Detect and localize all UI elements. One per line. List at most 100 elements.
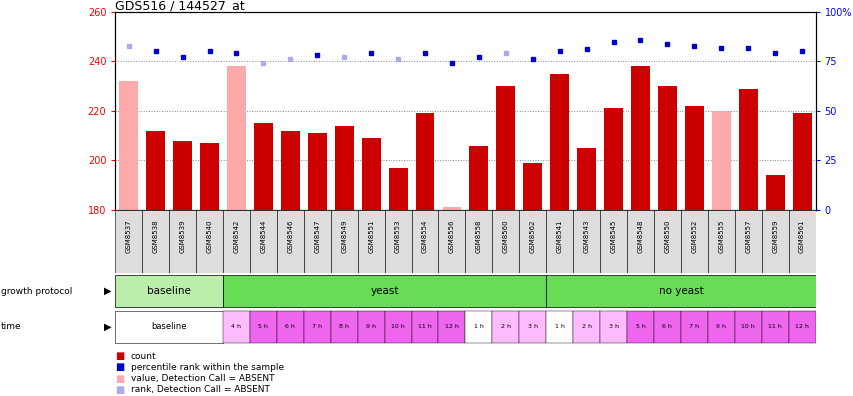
Text: 1 h: 1 h [554, 324, 564, 329]
Bar [115, 310, 223, 343]
Bar [626, 210, 653, 273]
Text: ■: ■ [115, 385, 125, 395]
Text: time: time [1, 322, 21, 331]
Text: GSM8538: GSM8538 [153, 219, 159, 253]
Bar [411, 310, 438, 343]
Text: GSM8555: GSM8555 [717, 219, 723, 253]
Text: 12 h: 12 h [444, 324, 458, 329]
Bar [250, 210, 276, 273]
Text: GSM8552: GSM8552 [691, 219, 697, 253]
Text: ■: ■ [115, 351, 125, 362]
Bar [223, 210, 250, 273]
Text: no yeast: no yeast [658, 286, 703, 296]
Text: GSM8545: GSM8545 [610, 219, 616, 253]
Bar [442, 208, 461, 210]
Text: 6 h: 6 h [285, 324, 295, 329]
Bar [572, 310, 600, 343]
Bar [308, 133, 327, 210]
Bar [787, 310, 815, 343]
Bar [734, 210, 761, 273]
Text: 10 h: 10 h [391, 324, 404, 329]
Bar [657, 86, 676, 210]
Text: 6 h: 6 h [662, 324, 671, 329]
Text: 1 h: 1 h [473, 324, 484, 329]
Text: GSM8558: GSM8558 [475, 219, 481, 253]
Bar [653, 310, 680, 343]
Text: 5 h: 5 h [635, 324, 645, 329]
Text: yeast: yeast [370, 286, 398, 296]
Bar [357, 310, 384, 343]
Text: 8 h: 8 h [339, 324, 349, 329]
Bar [630, 66, 649, 210]
Text: ▶: ▶ [103, 286, 111, 296]
Bar [546, 210, 572, 273]
Text: GSM8549: GSM8549 [341, 219, 347, 253]
Text: 2 h: 2 h [500, 324, 510, 329]
Bar [146, 131, 165, 210]
Text: GSM8554: GSM8554 [421, 219, 427, 253]
Bar [115, 275, 223, 307]
Text: 2 h: 2 h [581, 324, 591, 329]
Bar [519, 310, 546, 343]
Bar [200, 143, 218, 210]
Text: 12 h: 12 h [794, 324, 808, 329]
Bar [603, 109, 623, 210]
Text: GSM8541: GSM8541 [556, 219, 562, 253]
Text: GSM8551: GSM8551 [368, 219, 374, 253]
Bar [330, 310, 357, 343]
Bar [707, 310, 734, 343]
Text: value, Detection Call = ABSENT: value, Detection Call = ABSENT [131, 374, 274, 383]
Text: GSM8539: GSM8539 [179, 219, 185, 253]
Bar [334, 126, 353, 210]
Bar [415, 113, 434, 210]
Bar [304, 310, 330, 343]
Bar [600, 210, 626, 273]
Bar [469, 145, 488, 210]
Bar [357, 210, 384, 273]
Text: GSM8561: GSM8561 [798, 219, 804, 253]
Text: GSM8557: GSM8557 [745, 219, 751, 253]
Bar [549, 74, 568, 210]
Bar [680, 310, 707, 343]
Bar [253, 123, 273, 210]
Bar [792, 113, 810, 210]
Text: 11 h: 11 h [768, 324, 781, 329]
Bar [276, 210, 304, 273]
Bar [600, 310, 626, 343]
Bar [119, 81, 138, 210]
Text: GSM8547: GSM8547 [314, 219, 320, 253]
Bar [142, 210, 169, 273]
Text: GSM8548: GSM8548 [636, 219, 643, 253]
Bar [496, 86, 514, 210]
Bar [438, 210, 465, 273]
Bar [761, 210, 787, 273]
Text: GSM8540: GSM8540 [206, 219, 212, 253]
Text: GSM8553: GSM8553 [395, 219, 401, 253]
Bar [276, 310, 304, 343]
Bar [711, 111, 730, 210]
Bar [734, 310, 761, 343]
Bar [546, 310, 572, 343]
Text: 9 h: 9 h [366, 324, 375, 329]
Bar [707, 210, 734, 273]
Bar [546, 275, 815, 307]
Bar [761, 310, 787, 343]
Text: 3 h: 3 h [527, 324, 537, 329]
Text: GSM8546: GSM8546 [287, 219, 293, 253]
Text: GSM8542: GSM8542 [233, 219, 239, 253]
Bar [196, 210, 223, 273]
Bar [281, 131, 299, 210]
Text: ■: ■ [115, 362, 125, 373]
Bar [223, 310, 250, 343]
Bar [684, 106, 703, 210]
Text: count: count [131, 352, 156, 361]
Bar [227, 66, 246, 210]
Bar [738, 89, 757, 210]
Text: baseline: baseline [147, 286, 191, 296]
Text: ▶: ▶ [103, 322, 111, 332]
Bar [626, 310, 653, 343]
Bar [680, 210, 707, 273]
Bar [519, 210, 546, 273]
Text: 4 h: 4 h [231, 324, 241, 329]
Text: GSM8550: GSM8550 [664, 219, 670, 253]
